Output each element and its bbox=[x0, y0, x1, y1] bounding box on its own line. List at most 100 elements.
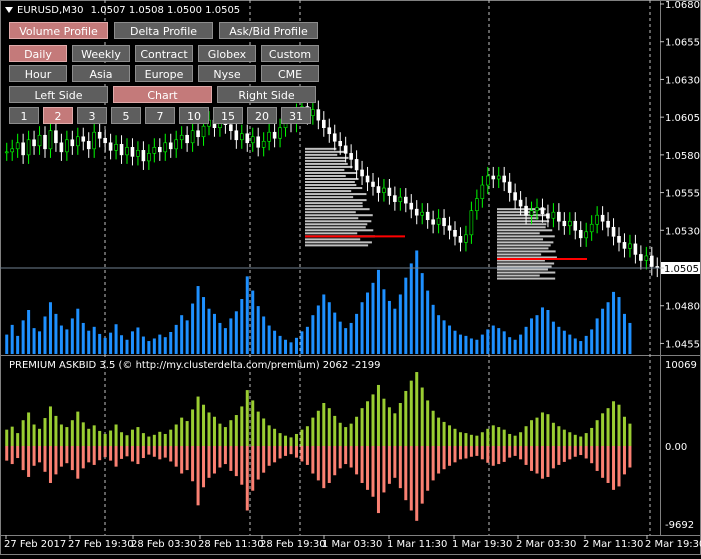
candle-body bbox=[152, 147, 157, 154]
bid-bar bbox=[300, 446, 304, 462]
period-button-daily[interactable]: Daily bbox=[9, 45, 67, 62]
candle-body bbox=[136, 150, 140, 157]
count-button-15[interactable]: 15 bbox=[213, 107, 243, 124]
period-button-contract[interactable]: Contract bbox=[135, 45, 193, 62]
session-button-europe[interactable]: Europe bbox=[135, 65, 193, 82]
bid-bar bbox=[382, 446, 386, 493]
volume-bar bbox=[622, 313, 626, 354]
count-button-5[interactable]: 5 bbox=[111, 107, 141, 124]
period-button-custom[interactable]: Custom bbox=[261, 45, 319, 62]
ask-bar bbox=[513, 435, 517, 446]
candle-body bbox=[595, 214, 599, 225]
candle-body bbox=[179, 134, 184, 141]
volume-profile-bar bbox=[305, 162, 348, 165]
bid-bar bbox=[212, 446, 216, 474]
candle-body bbox=[21, 142, 25, 156]
indicator-title: PREMIUM ASKBID 3.5 (© http://my.clusterd… bbox=[9, 360, 381, 371]
count-button-31[interactable]: 31 bbox=[281, 107, 311, 124]
volume-profile-bar bbox=[497, 253, 542, 256]
session-button-cme[interactable]: CME bbox=[261, 65, 319, 82]
candle-body bbox=[562, 220, 567, 227]
volume-profile-bar bbox=[497, 223, 547, 226]
volume-bar bbox=[191, 303, 195, 354]
candle-body bbox=[425, 211, 430, 221]
ask-bar bbox=[223, 427, 227, 446]
bid-bar bbox=[606, 446, 610, 483]
volume-bar bbox=[234, 311, 238, 354]
bid-bar bbox=[366, 446, 370, 490]
candle-body bbox=[147, 153, 151, 162]
bid-bar bbox=[497, 446, 501, 465]
ask-bar bbox=[579, 436, 583, 446]
profile-button-delta-profile[interactable]: Delta Profile bbox=[114, 22, 213, 39]
bid-bar bbox=[502, 446, 506, 462]
candle-body bbox=[376, 186, 381, 193]
ask-bar bbox=[519, 432, 523, 446]
volume-profile-bar bbox=[305, 241, 372, 244]
volume-bar bbox=[32, 328, 36, 354]
side-button-left-side[interactable]: Left Side bbox=[9, 86, 108, 103]
chart-collapse-icon[interactable] bbox=[5, 7, 13, 13]
volume-bar bbox=[519, 334, 523, 354]
count-button-3[interactable]: 3 bbox=[77, 107, 107, 124]
volume-bar bbox=[218, 322, 222, 354]
ask-bar bbox=[409, 380, 413, 446]
price-tick-label: 1.0480 bbox=[665, 302, 700, 313]
ask-bar bbox=[278, 433, 282, 446]
volume-profile-bar bbox=[305, 232, 358, 235]
profile-button-ask-bid-profile[interactable]: Ask/Bid Profile bbox=[219, 22, 318, 39]
bid-bar bbox=[612, 446, 616, 490]
volume-bar bbox=[125, 339, 129, 354]
candle-body bbox=[327, 127, 332, 135]
volume-profile-bar bbox=[305, 156, 349, 159]
period-button-weekly[interactable]: Weekly bbox=[72, 45, 130, 62]
volume-bar bbox=[612, 291, 616, 354]
volume-profile-bar bbox=[497, 250, 556, 253]
count-button-1[interactable]: 1 bbox=[9, 107, 39, 124]
candle-body bbox=[343, 145, 348, 154]
volume-bar bbox=[491, 325, 495, 354]
bid-bar bbox=[114, 446, 118, 467]
session-button-nyse[interactable]: Nyse bbox=[198, 65, 256, 82]
candle-body bbox=[540, 207, 545, 214]
candle-body bbox=[480, 184, 485, 199]
candle-body bbox=[535, 207, 539, 211]
ask-bar bbox=[573, 434, 577, 446]
candle-body bbox=[125, 147, 129, 156]
candle-body bbox=[54, 130, 58, 144]
candle-body bbox=[130, 147, 135, 157]
profile-button-volume-profile[interactable]: Volume Profile bbox=[9, 22, 108, 39]
ask-bar bbox=[212, 416, 216, 446]
candle-body bbox=[92, 131, 96, 150]
side-button-chart[interactable]: Chart bbox=[113, 86, 212, 103]
volume-bar bbox=[141, 336, 145, 354]
ask-bar bbox=[38, 428, 42, 446]
symbol-label: EURUSD,M30 bbox=[17, 5, 84, 16]
candle-body bbox=[409, 202, 414, 210]
candle-body bbox=[365, 175, 370, 183]
count-button-10[interactable]: 10 bbox=[179, 107, 209, 124]
bid-bar bbox=[38, 446, 42, 463]
ask-bar bbox=[125, 435, 129, 446]
volume-profile-bar bbox=[497, 232, 540, 235]
side-button-right-side[interactable]: Right Side bbox=[217, 86, 316, 103]
volume-bar bbox=[568, 334, 572, 354]
bid-bar bbox=[169, 446, 173, 462]
ask-bar bbox=[404, 390, 408, 446]
candle-body bbox=[168, 142, 173, 150]
ask-bar bbox=[114, 424, 118, 446]
volume-bar bbox=[202, 297, 206, 354]
count-button-20[interactable]: 20 bbox=[247, 107, 277, 124]
count-button-7[interactable]: 7 bbox=[145, 107, 175, 124]
session-button-asia[interactable]: Asia bbox=[72, 65, 130, 82]
bid-bar bbox=[191, 446, 195, 482]
candle-body bbox=[229, 124, 233, 132]
volume-bar bbox=[273, 330, 277, 354]
period-button-globex[interactable]: Globex bbox=[198, 45, 256, 62]
bid-bar bbox=[48, 446, 52, 483]
count-button-2[interactable]: 2 bbox=[43, 107, 73, 124]
time-tick-label: 2 Mar 03:30 bbox=[516, 539, 576, 550]
session-button-hour[interactable]: Hour bbox=[9, 65, 67, 82]
